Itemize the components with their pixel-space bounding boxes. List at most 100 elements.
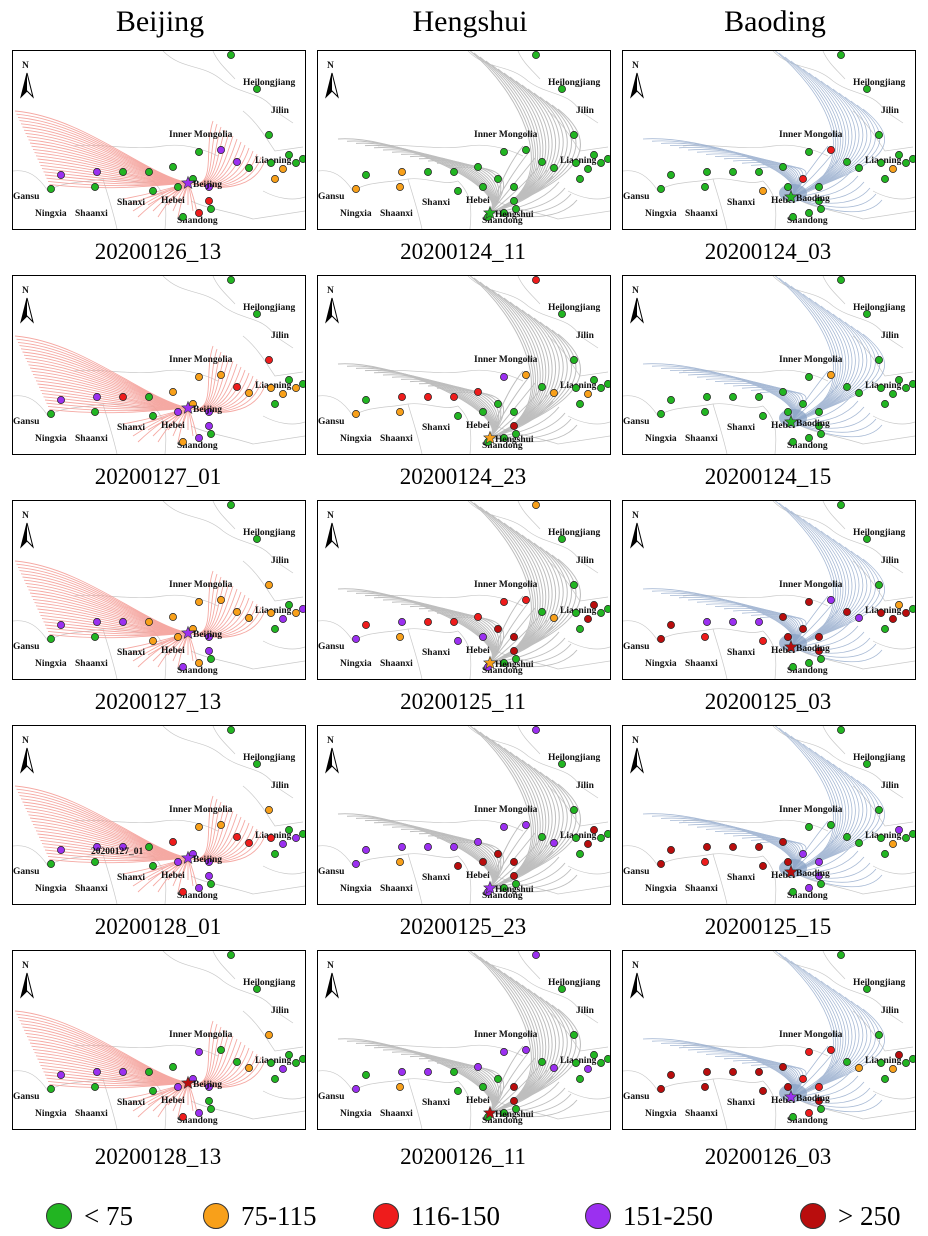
station-marker (500, 209, 508, 217)
station-marker (657, 860, 665, 868)
station-marker (362, 171, 370, 179)
label-hebei: Hebei (161, 871, 185, 881)
target-city-star-icon (784, 1089, 798, 1103)
label-beijing: Beijing (193, 1080, 222, 1090)
station-marker (195, 209, 203, 217)
label-gansu: Gansu (13, 417, 40, 427)
station-marker (604, 605, 610, 613)
panel-time-caption: 20200126_03 (704, 1144, 832, 1169)
station-marker (827, 146, 835, 154)
station-marker (205, 1083, 213, 1091)
label-shandong: Shandong (177, 216, 218, 226)
station-marker (474, 613, 482, 621)
legend-label: < 75 (84, 1200, 133, 1231)
station-marker (779, 163, 787, 171)
target-city-star-icon (483, 880, 497, 894)
label-shaanxi: Shaanxi (75, 659, 108, 669)
station-marker (576, 850, 584, 858)
station-marker (352, 635, 360, 643)
station-marker (217, 371, 225, 379)
station-marker (265, 1031, 273, 1039)
station-marker (217, 1046, 225, 1054)
label-jilin: Jilin (576, 106, 595, 116)
station-marker (93, 618, 101, 626)
station-marker (863, 310, 871, 318)
station-marker (759, 187, 767, 195)
station-marker (245, 164, 253, 172)
station-marker (538, 833, 546, 841)
back-trajectories (14, 560, 266, 668)
station-marker (532, 501, 540, 509)
label-heilongjiang: Heilongjiang (548, 303, 601, 313)
label-jilin: Jilin (881, 556, 900, 566)
station-marker (590, 151, 598, 159)
north-arrow-icon (325, 747, 339, 774)
label-jilin: Jilin (576, 781, 595, 791)
label-shanxi: Shanxi (422, 198, 450, 208)
legend-item: > 250 (800, 1196, 900, 1236)
label-heilongjiang: Heilongjiang (548, 528, 601, 538)
station-marker (779, 613, 787, 621)
station-marker (512, 430, 520, 438)
station-marker (837, 726, 845, 734)
label-shaanxi: Shaanxi (380, 434, 413, 444)
station-marker (522, 146, 530, 154)
north-arrow-icon (20, 522, 34, 549)
target-city-star-icon (181, 1075, 195, 1089)
station-marker (837, 276, 845, 284)
station-marker (169, 1063, 177, 1071)
label-ningxia: Ningxia (645, 884, 677, 894)
station-marker (195, 1048, 203, 1056)
station-marker (362, 396, 370, 404)
back-trajectories (337, 951, 581, 1118)
station-marker (205, 422, 213, 430)
station-marker (279, 840, 287, 848)
station-marker (510, 422, 518, 430)
station-marker (590, 826, 598, 834)
label-hengshui: Hengshui (495, 660, 534, 670)
label-hengshui: Hengshui (495, 885, 534, 895)
station-marker (827, 821, 835, 829)
panel-time-caption: 20200128_01 (94, 914, 222, 939)
panel-time-caption: 20200124_23 (399, 464, 527, 489)
station-marker (805, 148, 813, 156)
station-marker (510, 1097, 518, 1105)
station-marker (145, 168, 153, 176)
station-marker (450, 843, 458, 851)
station-marker (538, 158, 546, 166)
station-marker (119, 168, 127, 176)
label-ningxia: Ningxia (35, 1109, 67, 1119)
station-marker (424, 168, 432, 176)
north-arrow-icon (325, 297, 339, 324)
label-baoding: Baoding (796, 644, 830, 654)
label-shanxi: Shanxi (727, 198, 755, 208)
target-city-star-icon (784, 189, 798, 203)
station-marker (47, 635, 55, 643)
label-hebei: Hebei (466, 871, 490, 881)
station-marker (604, 830, 610, 838)
station-marker (909, 1055, 915, 1063)
station-marker (271, 850, 279, 858)
label-hengshui: Hengshui (495, 435, 534, 445)
station-marker (759, 412, 767, 420)
station-marker (179, 888, 187, 896)
label-shaanxi: Shaanxi (75, 884, 108, 894)
station-marker (233, 833, 241, 841)
station-marker (253, 310, 261, 318)
station-marker (837, 501, 845, 509)
label-inner-mongolia: Inner Mongolia (474, 355, 538, 365)
station-marker (424, 1068, 432, 1076)
north-label: N (327, 736, 334, 746)
station-marker (522, 371, 530, 379)
legend-label: > 250 (838, 1200, 901, 1231)
station-marker (494, 850, 502, 858)
station-marker (895, 1051, 903, 1059)
label-inner-mongolia: Inner Mongolia (779, 805, 843, 815)
station-marker (863, 85, 871, 93)
